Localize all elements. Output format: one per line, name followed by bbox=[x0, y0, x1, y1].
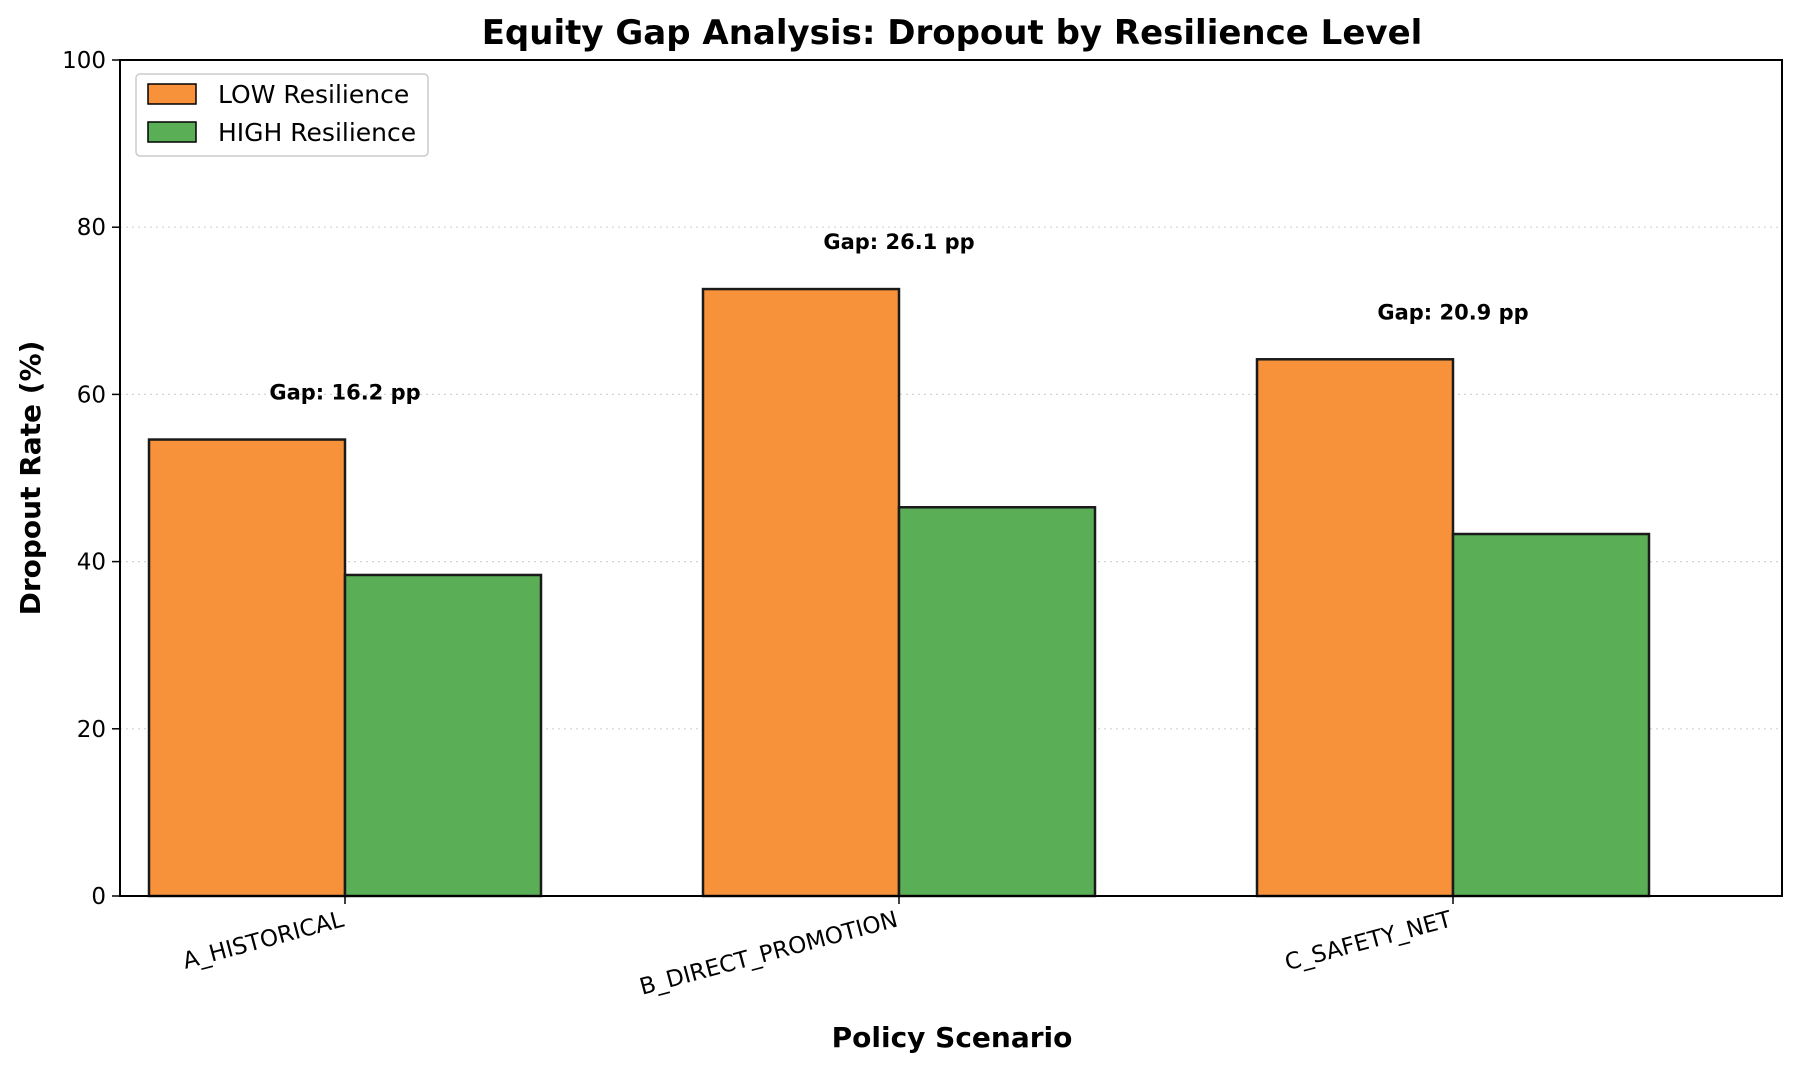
bar-high-c-safety-net bbox=[1451, 532, 1651, 898]
y-tick-label: 100 bbox=[62, 48, 106, 74]
legend-swatch-low bbox=[147, 83, 197, 105]
bar-high-b-direct-promotion bbox=[897, 506, 1097, 898]
gap-annotation: Gap: 20.9 pp bbox=[1377, 300, 1528, 324]
legend-box bbox=[135, 73, 429, 157]
y-axis-ticks: 0 20 40 60 80 100 bbox=[62, 48, 120, 910]
legend: LOW Resilience HIGH Resilience bbox=[135, 73, 429, 157]
bar-low-a-historical bbox=[147, 438, 347, 898]
x-axis-title: Policy Scenario bbox=[832, 1021, 1073, 1054]
bar-low-b-direct-promotion bbox=[701, 287, 901, 898]
y-tick-label: 80 bbox=[77, 215, 106, 241]
bar-high-a-historical bbox=[343, 573, 543, 898]
chart-title: Equity Gap Analysis: Dropout by Resilien… bbox=[482, 13, 1423, 53]
gap-annotation: Gap: 16.2 pp bbox=[269, 381, 420, 405]
y-tick-label: 0 bbox=[91, 884, 106, 910]
legend-label-high: HIGH Resilience bbox=[218, 118, 416, 147]
y-tick-label: 20 bbox=[77, 717, 106, 743]
gap-annotation: Gap: 26.1 pp bbox=[823, 230, 974, 254]
legend-swatch-high bbox=[147, 121, 197, 143]
bar-low-c-safety-net bbox=[1255, 358, 1455, 898]
bars bbox=[147, 287, 1651, 898]
legend-label-low: LOW Resilience bbox=[218, 80, 409, 109]
y-axis-title: Dropout Rate (%) bbox=[14, 341, 47, 616]
plot-frame bbox=[119, 59, 1783, 897]
y-tick-label: 60 bbox=[77, 382, 106, 408]
y-tick-label: 40 bbox=[77, 550, 106, 576]
gap-annotations: Gap: 16.2 pp Gap: 26.1 pp Gap: 20.9 pp bbox=[269, 230, 1528, 404]
